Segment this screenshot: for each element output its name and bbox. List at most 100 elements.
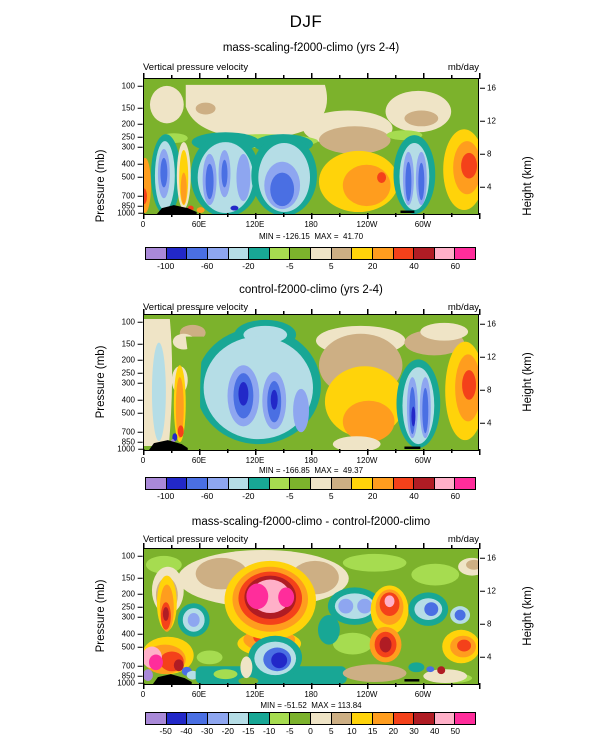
colorbar-label: 5 xyxy=(328,261,334,271)
height-tick-label: 12 xyxy=(487,352,496,362)
height-axis-title: Height (km) xyxy=(522,156,534,216)
colorbar-label: 40 xyxy=(409,491,419,501)
pressure-tick-label: 100 xyxy=(121,81,135,91)
colorbar-label: 30 xyxy=(409,726,419,736)
pressure-tick-label: 150 xyxy=(121,573,135,583)
pressure-tick-label: 700 xyxy=(121,427,135,437)
colorbar-swatch xyxy=(290,478,311,489)
pressure-axis-title: Pressure (mb) xyxy=(95,149,107,223)
height-tick-label: 8 xyxy=(487,149,492,159)
colorbar-swatch xyxy=(311,248,332,259)
height-axis-title: Height (km) xyxy=(522,352,534,412)
colorbar-swatch xyxy=(455,713,475,724)
colorbar-swatch xyxy=(434,713,456,724)
panel-title: control-f2000-climo (yrs 2-4) xyxy=(239,284,383,296)
pressure-tick-label: 400 xyxy=(121,159,135,169)
colorbar-label: 60 xyxy=(450,491,461,501)
contour-plot: 100 150 200 250 300 400 500 700 850 1000 16 12 8 4 xyxy=(117,73,496,219)
pressure-tick-label: 100 xyxy=(121,317,135,327)
x-tick-label: 0 xyxy=(140,220,146,229)
colorbar-swatch xyxy=(455,248,475,259)
colorbar-label: 40 xyxy=(429,726,440,736)
x-tick-label: 60W xyxy=(414,690,432,699)
colorbar-label: 10 xyxy=(347,726,357,736)
colorbar-swatch xyxy=(166,248,188,259)
colorbar-label: -5 xyxy=(286,261,294,271)
colorbar-label: -60 xyxy=(200,491,214,501)
colorbar-swatch xyxy=(249,248,270,259)
colorbar-label: -60 xyxy=(200,261,214,271)
height-tick-label: 16 xyxy=(487,319,496,329)
units-label: mb/day xyxy=(447,302,479,313)
colorbar-swatch xyxy=(414,478,435,489)
contour-plot: 100 150 200 250 300 400 500 700 850 1000 16 12 8 4 xyxy=(117,543,496,689)
x-tick-label: 120W xyxy=(356,690,378,699)
contour-field xyxy=(144,549,478,684)
height-axis-title: Height (km) xyxy=(522,586,534,646)
colorbar-swatch xyxy=(311,478,332,489)
colorbar-swatch xyxy=(414,248,435,259)
pressure-tick-label: 850 xyxy=(121,437,135,447)
panel-title: mass-scaling-f2000-climo - control-f2000… xyxy=(191,516,431,528)
units-label: mb/day xyxy=(447,534,479,545)
figure-title: DJF xyxy=(289,12,323,31)
colorbar-swatch xyxy=(414,713,435,724)
colorbar xyxy=(145,712,476,725)
colorbar-swatch xyxy=(187,713,208,724)
colorbar-label: -15 xyxy=(242,726,255,736)
colorbar-swatch xyxy=(434,248,456,259)
pressure-tick-label: 200 xyxy=(121,589,135,599)
panel-mass-scaling: mass-scaling-f2000-climo (yrs 2-4) Verti… xyxy=(0,40,612,276)
colorbar-swatch xyxy=(269,248,291,259)
colorbar-label: 15 xyxy=(367,726,378,736)
colorbar-swatch xyxy=(228,248,250,259)
colorbar-swatch xyxy=(207,713,229,724)
x-tick-label: 0 xyxy=(140,456,146,465)
contour-field xyxy=(144,315,478,450)
colorbar-swatch xyxy=(269,478,291,489)
pressure-tick-label: 300 xyxy=(121,612,135,622)
x-tick-label: 60W xyxy=(414,220,432,229)
colorbar-swatch xyxy=(290,713,311,724)
colorbar-swatch xyxy=(434,478,456,489)
colorbar-swatch xyxy=(331,478,353,489)
pressure-tick-label: 500 xyxy=(121,172,135,182)
colorbar-swatch xyxy=(352,248,373,259)
contour-plot: 100 150 200 250 300 400 500 700 850 1000 16 12 8 4 xyxy=(117,309,496,455)
colorbar-swatch xyxy=(331,248,353,259)
height-tick-label: 8 xyxy=(487,619,492,629)
field-label: Vertical pressure velocity xyxy=(143,302,249,313)
colorbar-label: -20 xyxy=(242,261,255,271)
colorbar-swatch xyxy=(146,248,167,259)
colorbar-label: 20 xyxy=(367,261,378,271)
colorbar-label: -20 xyxy=(242,491,255,501)
pressure-tick-label: 250 xyxy=(121,132,135,142)
minmax-stats: MIN = -166.85 MAX = 49.37 xyxy=(258,466,364,475)
colorbar-label: 5 xyxy=(328,726,334,736)
colorbar-swatch xyxy=(187,478,208,489)
pressure-tick-label: 250 xyxy=(121,602,135,612)
height-tick-label: 12 xyxy=(487,586,496,596)
colorbar-label: -5 xyxy=(286,726,294,736)
colorbar-swatch xyxy=(331,713,353,724)
colorbar-swatch xyxy=(166,478,188,489)
height-tick-label: 16 xyxy=(487,83,496,93)
colorbar-label: 0 xyxy=(308,726,313,736)
colorbar-swatch xyxy=(249,478,270,489)
pressure-axis-title: Pressure (mb) xyxy=(95,345,107,419)
colorbar-swatch xyxy=(372,248,394,259)
colorbar-labels: -100 -60 -20 -5 5 20 40 60 xyxy=(145,491,476,501)
colorbar-swatch xyxy=(249,713,270,724)
field-label: Vertical pressure velocity xyxy=(143,534,249,545)
colorbar-label: -40 xyxy=(180,726,193,736)
pressure-tick-label: 250 xyxy=(121,368,135,378)
x-tick-label: 120E xyxy=(245,690,265,699)
pressure-tick-label: 850 xyxy=(121,201,135,211)
colorbar-label: -100 xyxy=(157,491,175,501)
x-tick-label: 60E xyxy=(191,690,207,699)
pressure-tick-label: 1000 xyxy=(117,444,135,454)
colorbar-label: 20 xyxy=(367,491,378,501)
pressure-tick-label: 300 xyxy=(121,142,135,152)
pressure-axis-title: Pressure (mb) xyxy=(95,579,107,653)
